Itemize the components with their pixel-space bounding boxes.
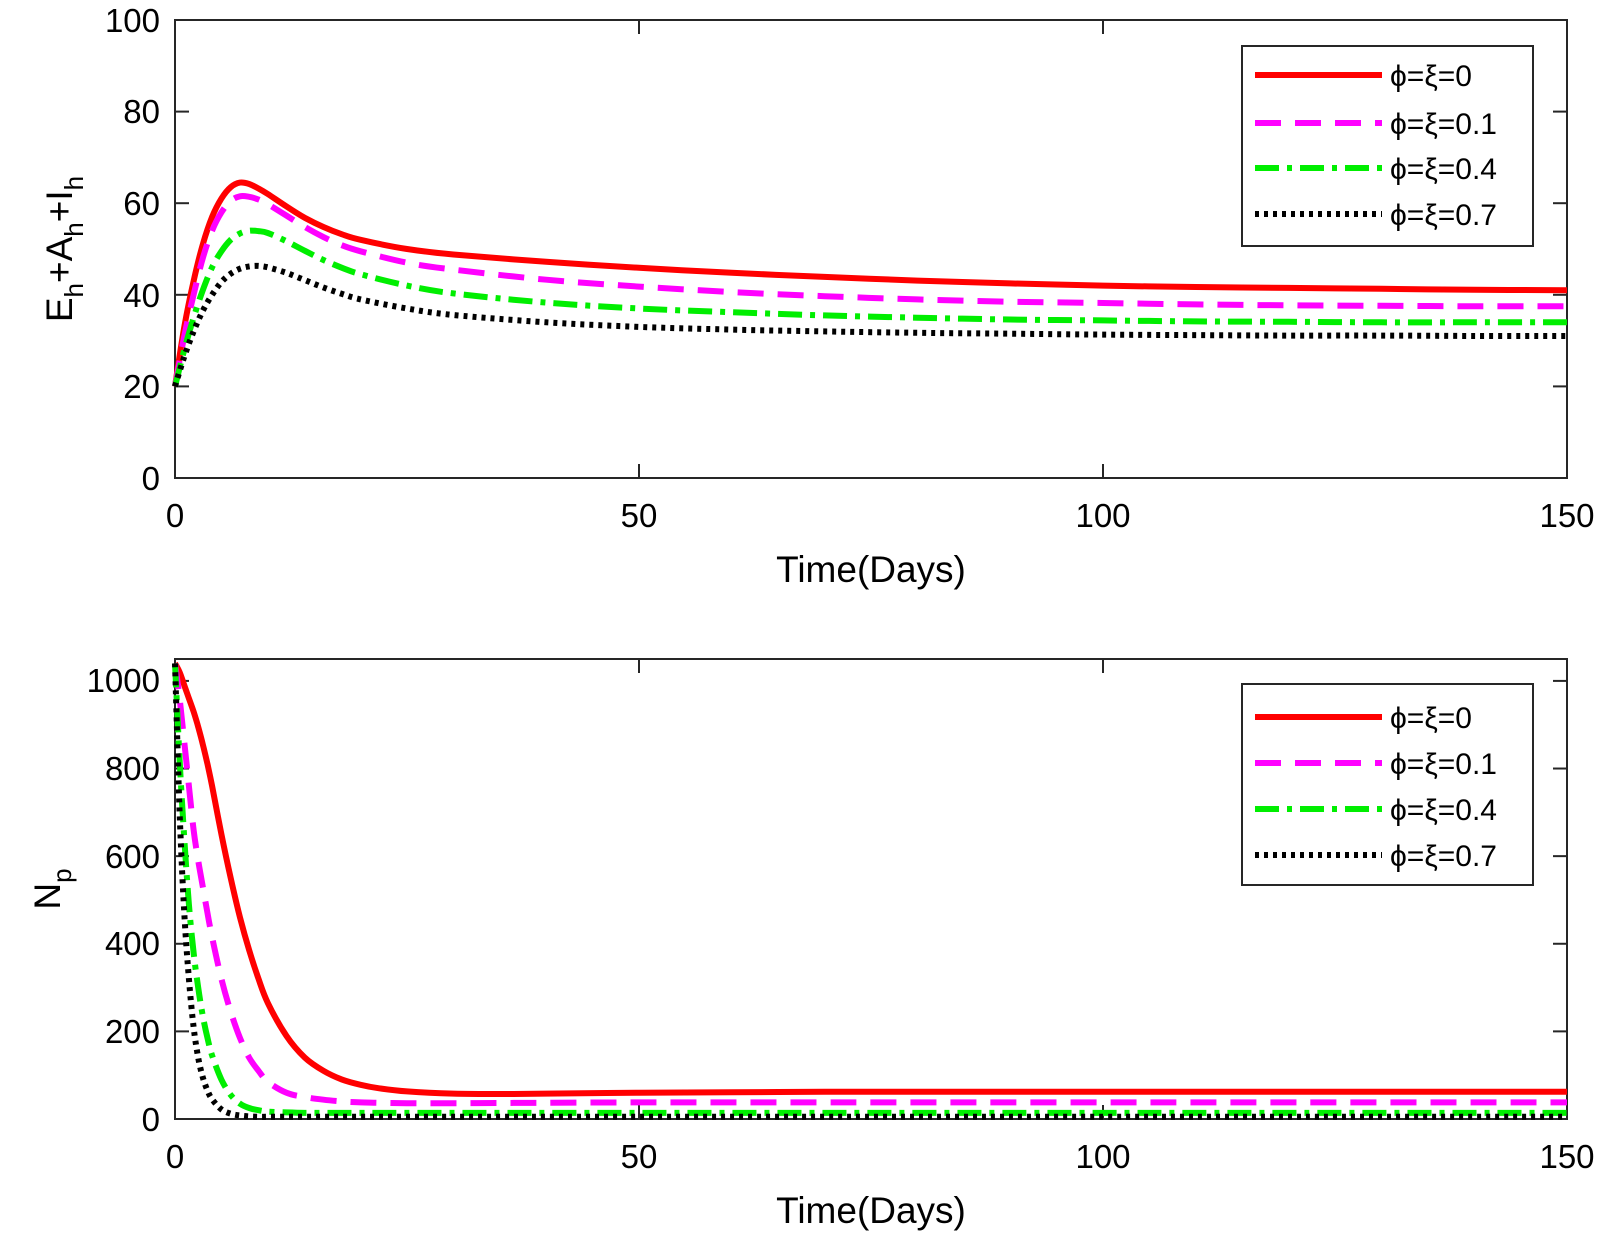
x-tick-label: 0 [166, 497, 184, 534]
panel-bottom: 0 50 100 150 0 200 400 600 800 1000 Time… [27, 658, 1595, 1231]
series-line-dashdot [172, 227, 1567, 388]
y-tick-label: 40 [123, 277, 160, 314]
y-axis-title: Eh+Ah+Ih [39, 176, 89, 322]
y-tick-label: 400 [105, 925, 160, 962]
legend-label: ϕ=ξ=0.7 [1390, 199, 1497, 232]
y-tick-label: 20 [123, 368, 160, 405]
y-tick-label: 600 [105, 838, 160, 875]
x-tick-label: 150 [1539, 1138, 1594, 1175]
ticks-top [174, 19, 1568, 479]
x-axis-title: Time(Days) [776, 1190, 966, 1231]
x-tick-label: 150 [1539, 497, 1594, 534]
x-tick-label: 50 [621, 497, 658, 534]
x-axis-title: Time(Days) [776, 549, 966, 590]
series-line-solid [172, 661, 1567, 1097]
legend-label: ϕ=ξ=0.7 [1390, 840, 1497, 873]
y-axis-title: Np [27, 868, 77, 909]
series-line-dashed [172, 662, 1567, 1107]
legend-label: ϕ=ξ=0.1 [1390, 748, 1497, 781]
axes-frame-bottom [174, 658, 1568, 1120]
y-tick-label: 100 [105, 2, 160, 39]
x-tick-label: 0 [166, 1138, 184, 1175]
series-line-dotted [172, 262, 1568, 388]
series-line-dashdot [172, 663, 1567, 1116]
series-line-dashed [172, 193, 1567, 387]
y-tick-label: 0 [142, 1101, 160, 1138]
series-line-dotted [172, 663, 1567, 1120]
legend-label: ϕ=ξ=0 [1390, 60, 1472, 93]
legend-label: ϕ=ξ=0 [1390, 702, 1472, 735]
y-tick-label: 200 [105, 1013, 160, 1050]
legend-label: ϕ=ξ=0.4 [1390, 794, 1497, 827]
y-tick-label: 60 [123, 185, 160, 222]
legend-label: ϕ=ξ=0.4 [1390, 153, 1497, 186]
legend-box [1241, 45, 1534, 247]
x-tick-label: 100 [1075, 1138, 1130, 1175]
x-tick-label: 50 [621, 1138, 658, 1175]
series-lines-bottom [172, 661, 1567, 1120]
y-tick-label: 800 [105, 750, 160, 787]
y-tick-label: 80 [123, 93, 160, 130]
legend-label: ϕ=ξ=0.1 [1390, 108, 1497, 141]
x-tick-label: 100 [1075, 497, 1130, 534]
axes-frame-top [174, 19, 1568, 479]
panel-top: 0 50 100 150 0 20 40 60 80 100 Time(Days… [39, 2, 1595, 590]
legend-bottom: ϕ=ξ=0 ϕ=ξ=0.1 ϕ=ξ=0.4 ϕ=ξ=0.7 [1241, 683, 1534, 886]
y-tick-label: 1000 [87, 662, 160, 699]
legend-top: ϕ=ξ=0 ϕ=ξ=0.1 ϕ=ξ=0.4 ϕ=ξ=0.7 [1241, 45, 1534, 247]
series-line-solid [172, 179, 1568, 387]
series-lines-top [172, 179, 1568, 388]
y-tick-label: 0 [142, 460, 160, 497]
